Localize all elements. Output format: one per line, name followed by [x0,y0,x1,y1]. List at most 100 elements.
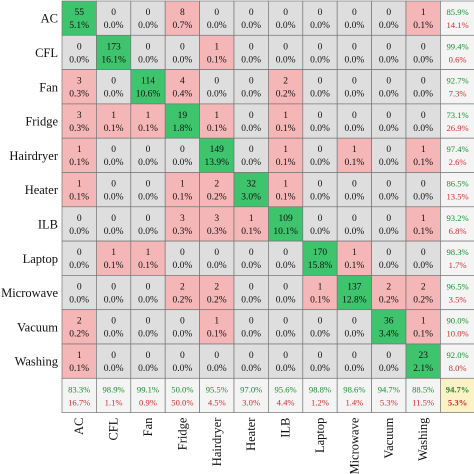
cell-background [302,172,338,208]
cell-count: 0 [283,42,288,52]
cell-percent: 0.0% [241,364,261,374]
col-error: 3.0% [242,397,260,407]
matrix-cell: 0 0.0% [336,34,372,70]
cell-background [440,103,474,139]
cell-percent: 0.2% [69,330,89,340]
matrix-cell: 98.9% 1.1% [96,377,132,413]
cell-count: 0 [352,317,357,327]
cell-count: 1 [180,180,185,190]
cell-count: 0 [249,351,254,361]
cell-percent: 0.0% [379,261,399,271]
cell-background [130,137,166,173]
cell-percent: 16.1% [101,55,126,65]
cell-count: 2 [283,77,288,87]
cell-background [302,206,338,242]
row-recall: 86.5% [446,179,468,189]
cell-percent: 0.0% [379,124,399,134]
cell-count: 1 [283,145,288,155]
matrix-cell: 0 0.0% [405,69,441,105]
cell-percent: 0.3% [207,227,227,237]
row-error: 7.3% [449,89,467,99]
matrix-cell: 1 0.1% [405,206,441,242]
cell-count: 1 [214,42,219,52]
cell-percent: 0.0% [345,193,365,203]
cell-background [405,377,441,413]
cell-count: 0 [386,42,391,52]
cell-background [199,206,235,242]
cell-background [302,343,338,379]
matrix-cell: 1 0.1% [268,137,304,173]
cell-count: 0 [318,145,323,155]
cell-percent: 0.0% [345,330,365,340]
row-recall: 90.0% [446,316,468,326]
cell-percent: 0.0% [241,55,261,65]
cell-background [371,343,407,379]
cell-background [302,34,338,70]
cell-background [268,103,304,139]
cell-background [405,34,441,70]
column-label: Fan [141,417,155,437]
matrix-cell: 170 15.8% [302,240,338,276]
cell-count: 1 [77,351,82,361]
matrix-cell: 0 0.0% [199,343,235,379]
column-label: Vacuum [382,417,396,458]
row-error: 13.5% [446,192,468,202]
column-label: AC [72,418,86,435]
matrix-cell: 1 0.1% [405,309,441,345]
cell-percent: 0.0% [310,90,330,100]
cell-background [336,137,372,173]
row-label: ILB [38,217,58,231]
matrix-cell: 0 0.0% [371,69,407,105]
matrix-cell: 97.0% 3.0% [233,377,269,413]
cell-background [336,34,372,70]
cell-count: 114 [141,77,155,87]
cell-percent: 0.0% [310,21,330,31]
cell-percent: 0.1% [69,193,89,203]
cell-count: 55 [74,8,84,18]
matrix-cell: 98.6% 1.4% [336,377,372,413]
row-error: 6.8% [449,226,467,236]
matrix-cell: 0 0.0% [371,0,407,36]
cell-count: 1 [352,248,357,258]
cell-background [371,0,407,36]
cell-percent: 0.0% [413,55,433,65]
matrix-cell: 1 0.1% [302,275,338,311]
matrix-cell: 0 0.0% [268,275,304,311]
cell-percent: 0.1% [241,227,261,237]
matrix-cell: 0 0.0% [233,69,269,105]
matrix-cell: 98.3% 1.7% [440,240,474,276]
matrix-cell: 92.0% 8.0% [440,343,474,379]
matrix-cell: 0 0.0% [336,0,372,36]
cell-background [440,275,474,311]
cell-count: 0 [352,42,357,52]
row-error: 8.0% [449,363,467,373]
cell-background [336,343,372,379]
cell-percent: 0.1% [69,158,89,168]
cell-percent: 0.0% [138,364,158,374]
cell-count: 3 [214,214,219,224]
cell-count: 0 [352,214,357,224]
matrix-cell: 0 0.0% [336,206,372,242]
cell-percent: 3.4% [379,330,399,340]
matrix-cell: 1 0.1% [199,34,235,70]
column-label: Fridge [175,417,189,450]
matrix-cell: 2 0.2% [199,275,235,311]
cell-background [336,103,372,139]
cell-percent: 10.1% [273,227,298,237]
cell-percent: 0.0% [138,295,158,305]
cell-count: 0 [386,214,391,224]
matrix-cell: 0 0.0% [164,343,200,379]
cell-background [371,309,407,345]
cell-percent: 0.1% [138,124,158,134]
cell-count: 0 [77,42,82,52]
cell-background [405,343,441,379]
cell-count: 3 [77,111,82,121]
cell-count: 0 [180,351,185,361]
cell-background [440,137,474,173]
matrix-cell: 0 0.0% [371,172,407,208]
cell-background [371,172,407,208]
matrix-cell: 0 0.0% [96,69,132,105]
matrix-cell: 0 0.0% [96,275,132,311]
cell-count: 0 [386,111,391,121]
